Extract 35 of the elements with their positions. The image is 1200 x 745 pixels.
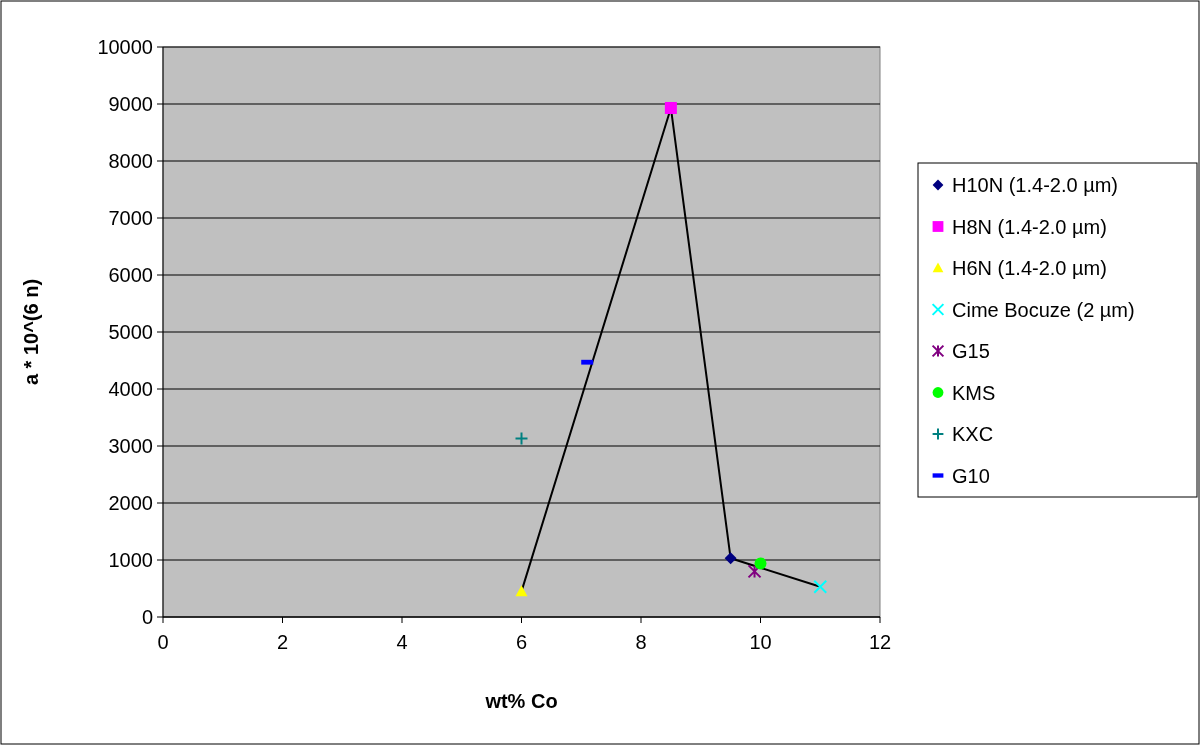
y-tick-label: 2000 [108, 492, 153, 514]
legend-label: H6N (1.4-2.0 µm) [952, 257, 1107, 279]
y-tick-label: 7000 [108, 207, 153, 229]
point [813, 579, 828, 594]
y-tick-label: 3000 [108, 435, 153, 457]
y-tick-label: 8000 [108, 150, 153, 172]
y-tick-label: 5000 [108, 321, 153, 343]
point [747, 564, 762, 579]
legend-label: Cime Bocuze (2 µm) [952, 298, 1135, 321]
legend-label: KMS [952, 381, 996, 404]
x-tick-label: 8 [635, 631, 647, 653]
y-tick-label: 10000 [97, 36, 153, 58]
x-tick-label: 4 [396, 631, 408, 653]
x-tick-label: 12 [868, 631, 892, 653]
y-tick-label: 9000 [108, 93, 153, 115]
y-tick-label: 1000 [108, 549, 153, 571]
legend-label: H8N (1.4-2.0 µm) [952, 215, 1107, 238]
legend-label: KXC [952, 423, 994, 445]
y-tick-label: 0 [141, 606, 153, 628]
legend-label: H10N (1.4-2.0 µm) [952, 174, 1119, 196]
x-tick-label: 10 [749, 631, 772, 653]
x-axis-title: wt% Co [484, 690, 558, 712]
point [515, 585, 528, 597]
legend-label: G10 [952, 464, 990, 487]
point [754, 557, 767, 570]
y-axis-title: a * 10^(6 n) [20, 278, 42, 386]
x-tick-label: 0 [157, 631, 169, 653]
y-tick-label: 4000 [108, 378, 153, 400]
x-tick-label: 2 [276, 631, 289, 653]
point [664, 101, 677, 114]
x-tick-label: 6 [515, 631, 528, 653]
y-tick-label: 6000 [108, 264, 153, 286]
point [514, 431, 529, 446]
point [724, 552, 737, 565]
legend-label: G15 [952, 340, 990, 362]
